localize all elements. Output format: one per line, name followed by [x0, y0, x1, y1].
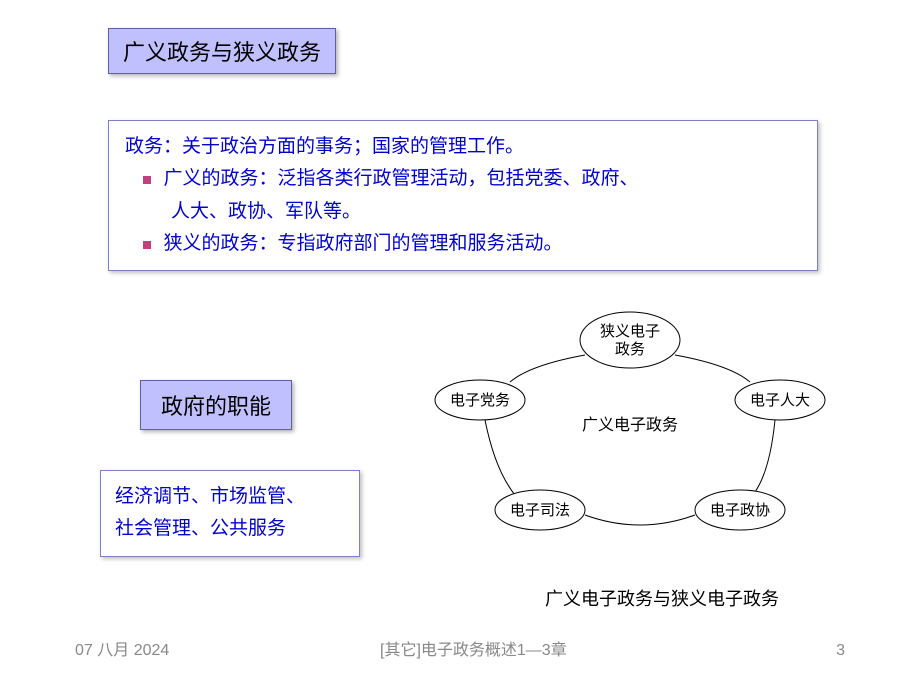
- function-line1: 经济调节、市场监管、: [115, 481, 345, 513]
- diagram-node-left-label: 电子党务: [450, 392, 510, 409]
- broad-cont: 人大、政协、军队等。: [171, 196, 801, 228]
- diagram-node-br-label: 电子政协: [710, 502, 770, 519]
- bullet-icon: [143, 241, 151, 249]
- diagram-caption: 广义电子政务与狭义电子政务: [545, 585, 779, 611]
- footer-date: 07 八月 2024: [75, 636, 169, 660]
- title-box: 广义政务与狭义政务: [108, 28, 336, 74]
- definition-box: 政务：关于政治方面的事务；国家的管理工作。 广义的政务：泛指各类行政管理活动，包…: [108, 120, 818, 271]
- diagram-node-top-label1: 狭义电子: [600, 323, 660, 340]
- function-title-box: 政府的职能: [140, 380, 292, 430]
- narrow-label: 狭义的政务：专指政府部门的管理和服务活动。: [163, 233, 562, 254]
- diagram-node-right-label: 电子人大: [750, 392, 810, 409]
- diagram-node-top-label2: 政务: [615, 341, 645, 358]
- definition-line: 政务：关于政治方面的事务；国家的管理工作。: [125, 131, 801, 163]
- bullet-icon: [143, 176, 151, 184]
- function-title-text: 政府的职能: [161, 394, 271, 419]
- broad-label: 广义的政务：泛指各类行政管理活动，包括党委、政府、: [163, 168, 638, 189]
- diagram-node-bl-label: 电子司法: [510, 502, 570, 519]
- egov-diagram: 狭义电子 政务 电子党务 电子人大 电子司法 电子政协 广义电子政务: [390, 300, 860, 580]
- diagram-center-label: 广义电子政务: [582, 416, 678, 434]
- footer-page: 3: [836, 642, 845, 660]
- diagram-node-top: [580, 312, 680, 368]
- title-text: 广义政务与狭义政务: [123, 40, 321, 65]
- function-content-box: 经济调节、市场监管、 社会管理、公共服务: [100, 470, 360, 557]
- footer-title: [其它]电子政务概述1—3章: [380, 636, 567, 660]
- function-line2: 社会管理、公共服务: [115, 513, 345, 545]
